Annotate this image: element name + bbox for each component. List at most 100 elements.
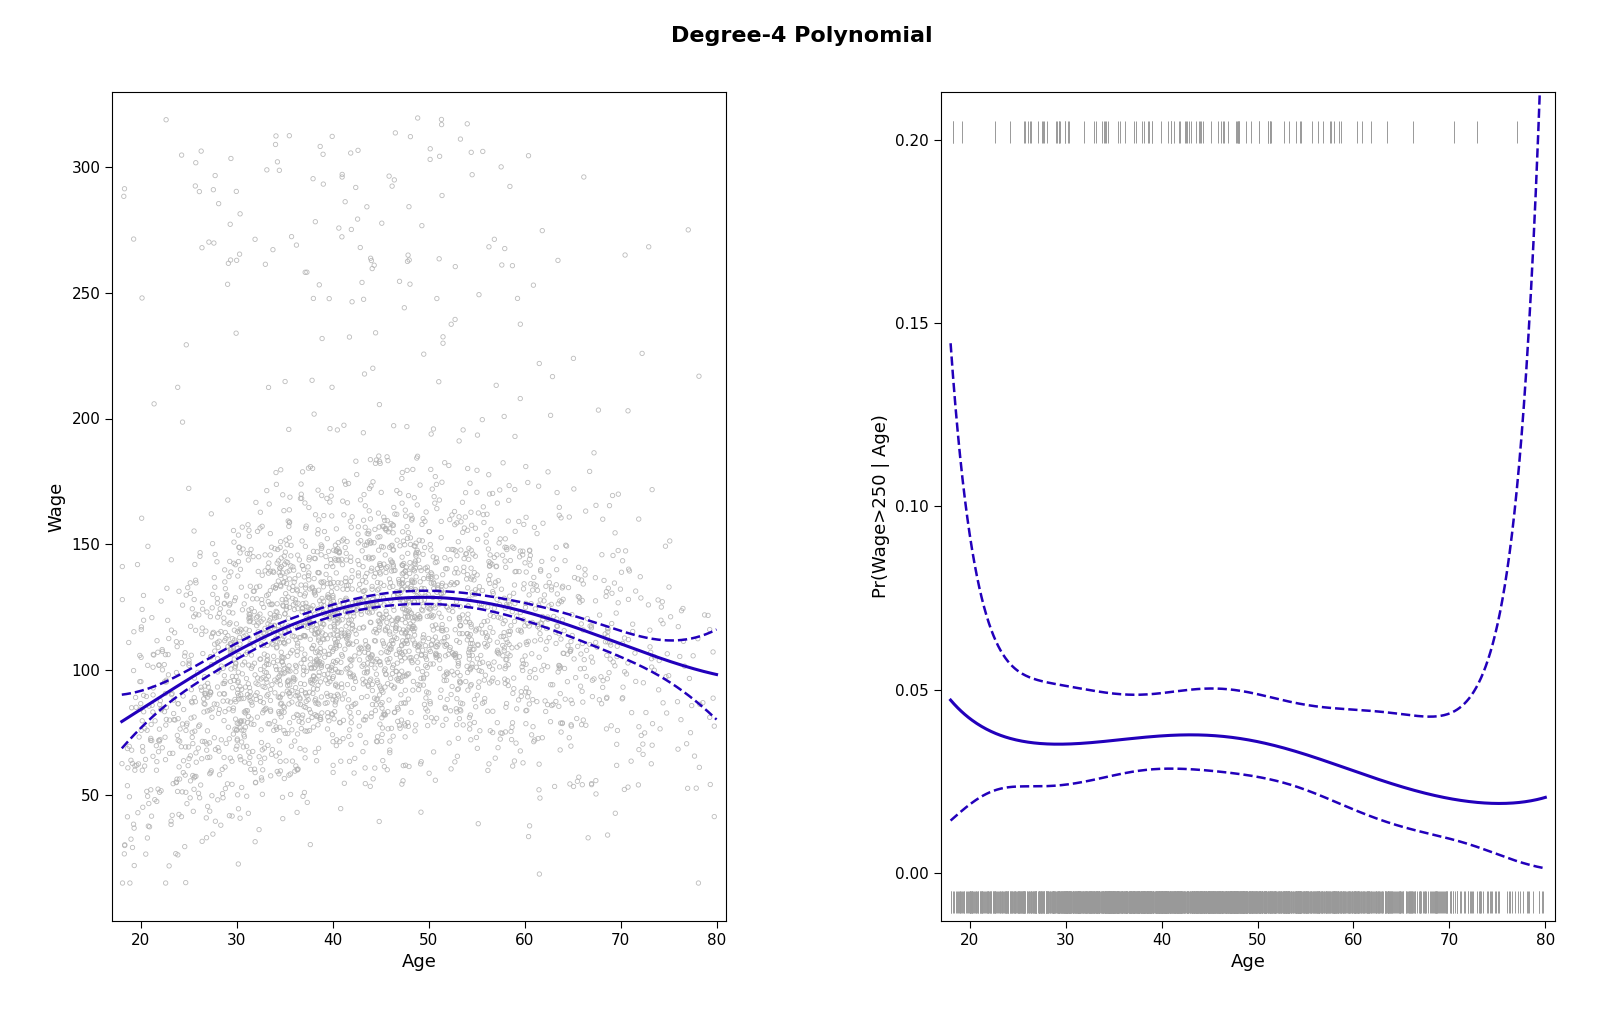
Point [654, 705, 680, 721]
Point [439, 604, 465, 620]
Point [462, 692, 487, 708]
Point [523, 633, 548, 650]
Point [398, 616, 423, 632]
Point [333, 577, 359, 593]
Point [239, 716, 264, 732]
Point [213, 630, 239, 647]
Point [290, 562, 316, 578]
Point [439, 663, 465, 679]
Point [351, 665, 377, 681]
Point [391, 716, 417, 732]
Point [500, 539, 526, 555]
Point [242, 231, 268, 248]
Point [228, 624, 253, 640]
Point [357, 779, 383, 795]
Point [308, 674, 333, 691]
Point [248, 636, 274, 653]
Point [297, 499, 322, 516]
Point [236, 517, 261, 533]
Point [430, 717, 455, 733]
Point [550, 591, 575, 608]
Point [287, 713, 313, 729]
Point [359, 647, 385, 663]
Point [130, 602, 155, 618]
Point [276, 633, 301, 650]
Point [160, 711, 186, 727]
Point [636, 622, 662, 638]
Point [180, 601, 205, 617]
Point [263, 719, 289, 736]
Point [317, 627, 343, 643]
Point [253, 671, 279, 687]
Point [306, 624, 332, 640]
Point [170, 716, 196, 732]
Point [149, 593, 175, 610]
Point [444, 561, 470, 577]
Point [444, 691, 470, 707]
Point [428, 590, 454, 607]
Point [497, 178, 523, 194]
Point [316, 589, 341, 606]
Point [223, 668, 248, 684]
Point [688, 696, 713, 712]
Point [625, 510, 651, 527]
Point [438, 703, 463, 719]
Point [264, 653, 290, 669]
Point [494, 541, 519, 558]
Point [224, 616, 250, 632]
Point [321, 559, 346, 575]
Point [569, 683, 595, 700]
Point [183, 694, 208, 710]
Point [489, 581, 515, 597]
Point [149, 702, 175, 718]
Point [401, 618, 426, 634]
Point [298, 661, 324, 677]
Point [409, 218, 434, 234]
Point [393, 668, 418, 684]
Point [455, 625, 481, 641]
Point [256, 554, 282, 571]
Point [335, 660, 361, 676]
Point [394, 635, 420, 652]
Point [385, 671, 410, 687]
Point [558, 643, 583, 660]
Point [452, 550, 478, 567]
Point [471, 635, 497, 652]
Point [377, 745, 402, 761]
Point [332, 539, 357, 555]
Point [154, 580, 180, 596]
Point [361, 599, 386, 616]
Point [261, 621, 287, 637]
Point [454, 625, 479, 641]
Point [351, 583, 377, 599]
Point [305, 601, 330, 617]
Point [300, 580, 325, 596]
Point [306, 696, 332, 712]
Point [470, 411, 495, 428]
Point [186, 183, 212, 199]
Point [338, 737, 364, 753]
Point [197, 735, 223, 751]
Point [268, 676, 293, 693]
Point [319, 128, 345, 144]
Point [327, 714, 353, 730]
Point [407, 574, 433, 590]
Point [127, 673, 152, 690]
Point [335, 577, 361, 593]
Point [447, 674, 473, 691]
Point [200, 625, 226, 641]
Point [252, 658, 277, 674]
Point [388, 591, 414, 608]
Point [391, 565, 417, 581]
Point [474, 628, 500, 644]
Point [369, 611, 394, 627]
Point [277, 514, 303, 530]
Point [373, 560, 399, 576]
Point [447, 131, 473, 147]
Point [433, 578, 458, 594]
Point [354, 688, 380, 705]
Point [572, 567, 598, 583]
Point [305, 708, 330, 724]
Point [223, 557, 248, 573]
Point [229, 713, 255, 729]
